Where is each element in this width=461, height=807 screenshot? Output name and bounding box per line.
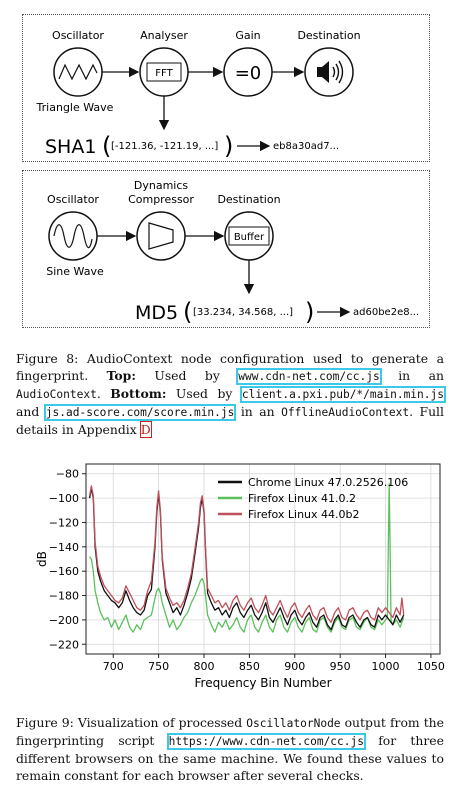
series-line-0 xyxy=(88,487,405,631)
figure8-caption-in-an: in an xyxy=(240,404,275,419)
top-destination-label: Destination xyxy=(297,29,360,42)
figure8-caption: Figure 8: AudioContext node configuratio… xyxy=(16,350,447,438)
figure9-caption-node: OscillatorNode xyxy=(246,717,341,730)
legend-label-0: Chrome Linux 47.0.2526.106 xyxy=(248,476,408,489)
figure9-caption: Figure 9: Visualization of processed Osc… xyxy=(16,714,444,784)
top-oscillator-node xyxy=(53,47,103,97)
bottom-destination-label: Destination xyxy=(217,193,280,206)
figure8-caption-top-text2: in an xyxy=(398,368,444,383)
x-tick-label: 700 xyxy=(103,660,124,673)
chart-legend: Chrome Linux 47.0.2526.106 Firefox Linux … xyxy=(218,476,408,521)
top-oscillator-label: Oscillator xyxy=(52,29,104,42)
x-tick-label: 800 xyxy=(194,660,215,673)
y-tick-label: −180 xyxy=(49,590,79,603)
fft-label: FFT xyxy=(155,68,173,79)
figure9-caption-lead: Figure 9: Visualization of processed xyxy=(16,715,243,730)
md5-close-paren: ) xyxy=(305,298,314,326)
y-tick-label: −200 xyxy=(49,614,79,627)
speaker-icon xyxy=(317,60,344,84)
chart-ylabel: dB xyxy=(35,551,49,567)
figure8-bottom-diagram: Oscillator Dynamics Compressor Destinati… xyxy=(46,179,419,326)
chart-xlabel: Frequency Bin Number xyxy=(195,676,332,690)
legend-label-2: Firefox Linux 44.0b2 xyxy=(248,508,360,521)
bottom-oscillator-node xyxy=(48,211,98,261)
y-tick-label: −100 xyxy=(49,492,79,505)
figure8-caption-bottom-ctx: OfflineAudioContext xyxy=(281,406,410,419)
figure8-caption-top-text: Used by xyxy=(154,368,220,383)
md5-open-paren: ( xyxy=(183,298,192,326)
buffer-label: Buffer xyxy=(234,232,265,243)
figure8-caption-bottom-label: Bottom: xyxy=(110,386,167,401)
chart-ticks: 700 750 800 850 900 950 1000 1050 −80 −100 −120 −14… xyxy=(49,468,445,673)
figure9-caption-tail: for three different browsers on the same… xyxy=(16,733,444,783)
figure9-chart: 700 750 800 850 900 950 1000 1050 −80 −100 −120 −14… xyxy=(35,463,445,690)
top-analyser-label: Analyser xyxy=(140,29,188,42)
figure8-caption-top-ctx: AudioContext xyxy=(16,388,97,401)
fft-box xyxy=(146,62,182,82)
triangle-wave-icon xyxy=(58,63,98,81)
series-line-2 xyxy=(88,485,405,623)
bottom-compressor-label-1: Dynamics xyxy=(134,179,189,192)
md5-label: MD5 xyxy=(135,302,178,324)
sine-wave-icon xyxy=(53,224,93,249)
figure9-caption-mid: output from the fingerprinting script xyxy=(16,715,444,748)
figure8-bottom-panel: Oscillator Dynamics Compressor Destinati… xyxy=(22,170,430,328)
x-tick-label: 750 xyxy=(148,660,169,673)
figure8-top-panel: Oscillator Analyser Gain Destination Tri… xyxy=(22,14,430,162)
series-line-1 xyxy=(89,482,405,633)
sha1-label: SHA1 xyxy=(45,136,96,158)
gain-zero-label: =0 xyxy=(235,63,262,84)
y-tick-label: −160 xyxy=(49,565,79,578)
figure8-caption-bottom-url1[interactable]: client.a.pxi.pub/*/main.min.js xyxy=(239,386,447,403)
chart-frame xyxy=(85,463,441,655)
x-tick-label: 1000 xyxy=(372,660,400,673)
figure9-caption-url[interactable]: https://www.cdn-net.com/cc.js xyxy=(166,733,366,750)
compressor-icon xyxy=(148,222,174,250)
bottom-oscillator-sub: Sine Wave xyxy=(46,265,104,278)
top-oscillator-sub: Triangle Wave xyxy=(36,101,114,114)
buffer-box xyxy=(228,226,270,246)
y-tick-label: −220 xyxy=(49,638,79,651)
bottom-compressor-label-2: Compressor xyxy=(128,193,194,206)
figure8-caption-top-label: Top: xyxy=(106,368,136,383)
figure8-caption-bottom-url2[interactable]: js.ad-score.com/score.min.js xyxy=(43,404,237,421)
sha1-result: eb8a30ad7... xyxy=(273,141,339,152)
figure8-caption-sep: . xyxy=(96,386,101,401)
appendix-link[interactable]: D xyxy=(139,421,152,438)
sha1-values: [-121.36, -121.19, ...] xyxy=(111,141,218,152)
y-tick-label: −120 xyxy=(49,516,79,529)
figure8-caption-lead: Figure 8: AudioContext node configuratio… xyxy=(16,351,444,383)
x-tick-label: 850 xyxy=(239,660,260,673)
x-tick-label: 950 xyxy=(330,660,351,673)
figure8-top-diagram: Oscillator Analyser Gain Destination Tri… xyxy=(36,29,361,160)
md5-values: [33.234, 34.568, ...] xyxy=(193,307,293,318)
top-gain-label: Gain xyxy=(235,29,260,42)
y-tick-label: −80 xyxy=(56,468,79,481)
x-tick-label: 1050 xyxy=(417,660,445,673)
figure8-caption-top-url[interactable]: www.cdn-net.com/cc.js xyxy=(236,368,382,385)
figure8-caption-bottom-text: Used by xyxy=(175,386,233,401)
legend-label-1: Firefox Linux 41.0.2 xyxy=(248,492,356,505)
figure8-caption-and: and xyxy=(16,404,40,419)
x-tick-label: 900 xyxy=(284,660,305,673)
chart-series-group xyxy=(88,482,405,633)
bottom-oscillator-label: Oscillator xyxy=(47,193,99,206)
md5-result: ad60be2e8... xyxy=(353,307,419,318)
y-tick-label: −140 xyxy=(49,541,79,554)
figure8-caption-tail: . Full details in Appendix xyxy=(16,404,444,437)
sha1-open-paren: ( xyxy=(102,132,111,160)
sha1-close-paren: ) xyxy=(224,132,233,160)
